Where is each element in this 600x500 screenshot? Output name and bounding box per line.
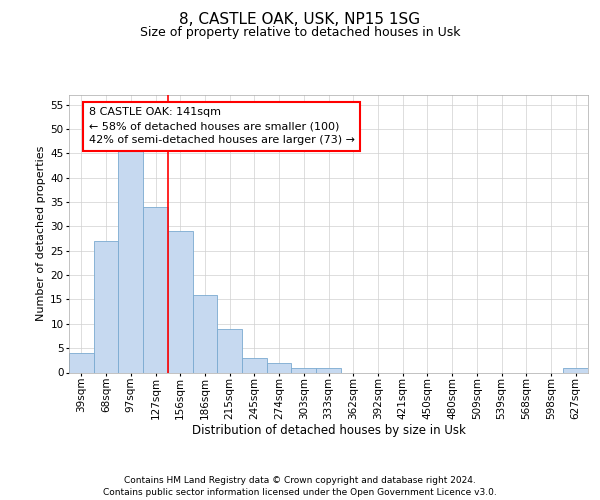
- Bar: [94, 241, 118, 372]
- Bar: [143, 207, 168, 372]
- Bar: [316, 368, 341, 372]
- Bar: [168, 232, 193, 372]
- Bar: [69, 353, 94, 372]
- Bar: [292, 368, 316, 372]
- Text: Contains public sector information licensed under the Open Government Licence v3: Contains public sector information licen…: [103, 488, 497, 497]
- Bar: [118, 148, 143, 372]
- Bar: [193, 294, 217, 372]
- Bar: [217, 328, 242, 372]
- Bar: [242, 358, 267, 372]
- Bar: [267, 363, 292, 372]
- X-axis label: Distribution of detached houses by size in Usk: Distribution of detached houses by size …: [191, 424, 466, 438]
- Text: Size of property relative to detached houses in Usk: Size of property relative to detached ho…: [140, 26, 460, 39]
- Y-axis label: Number of detached properties: Number of detached properties: [36, 146, 46, 322]
- Text: 8 CASTLE OAK: 141sqm
← 58% of detached houses are smaller (100)
42% of semi-deta: 8 CASTLE OAK: 141sqm ← 58% of detached h…: [89, 107, 355, 145]
- Bar: [563, 368, 588, 372]
- Text: Contains HM Land Registry data © Crown copyright and database right 2024.: Contains HM Land Registry data © Crown c…: [124, 476, 476, 485]
- Text: 8, CASTLE OAK, USK, NP15 1SG: 8, CASTLE OAK, USK, NP15 1SG: [179, 12, 421, 28]
